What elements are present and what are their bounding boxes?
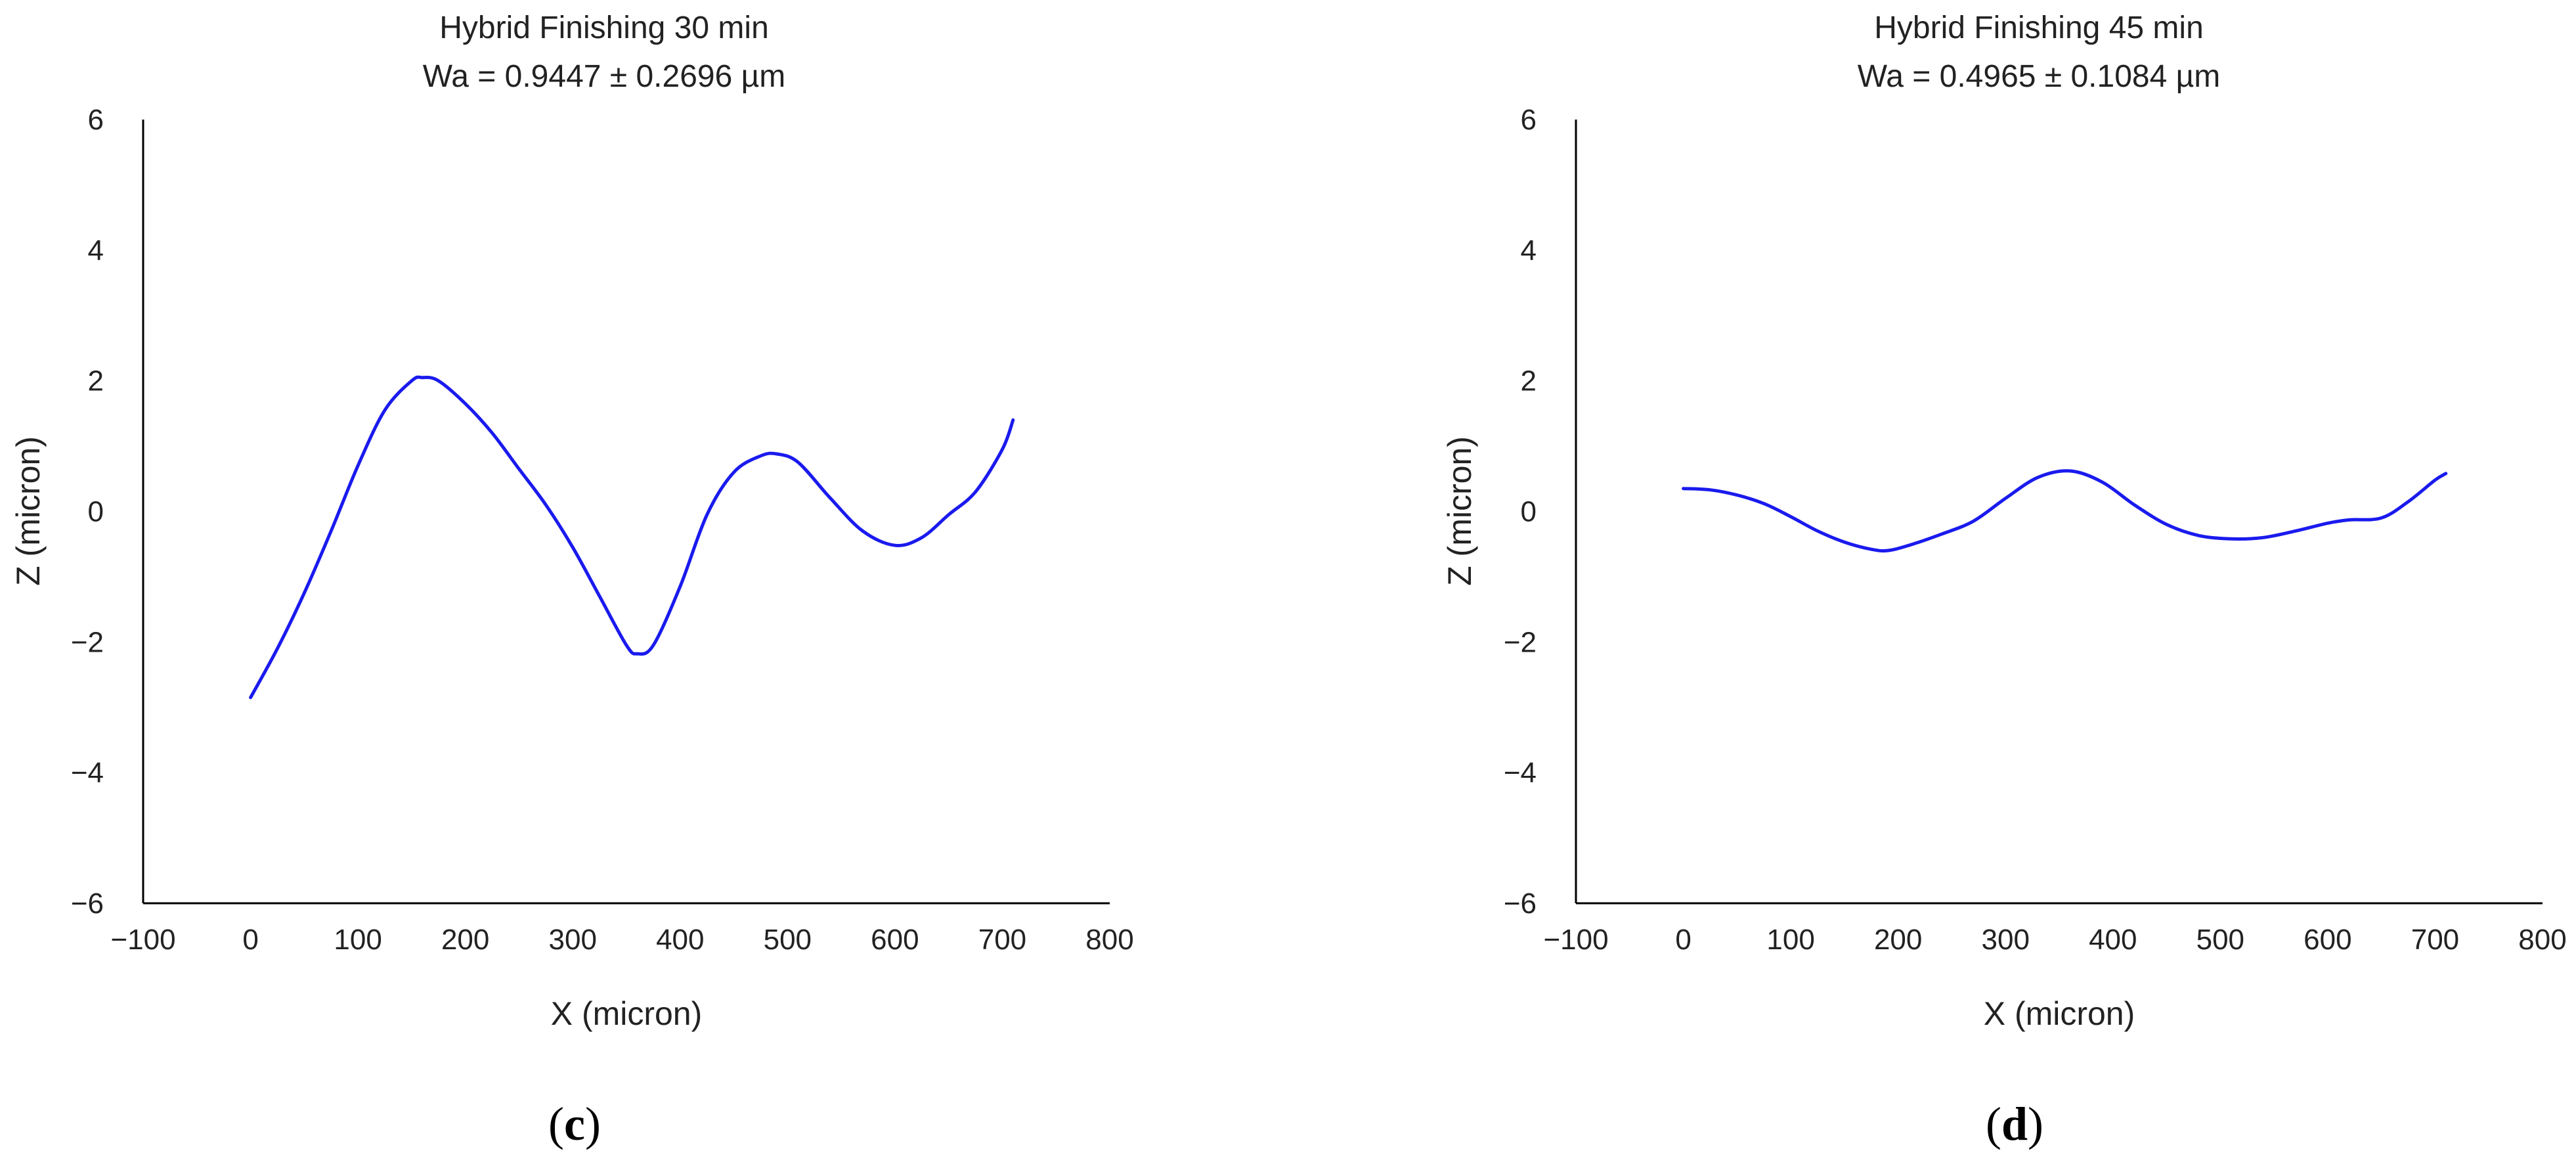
series-line-profile: [249, 375, 1015, 700]
y-tick-label: −6: [1504, 887, 1537, 920]
y-tick-label: 0: [1521, 496, 1537, 528]
chart-hybrid-finishing-45-min: Hybrid Finishing 45 min Wa = 0.4965 ± 0.…: [1441, 11, 2567, 1150]
panel-label: (d): [1986, 1098, 2043, 1150]
x-tick-label: 600: [871, 924, 919, 956]
x-tick-label: 800: [2518, 924, 2566, 956]
x-axis-label: X (micron): [1984, 995, 2135, 1032]
x-tick-label: 500: [764, 924, 812, 956]
x-tick-label: 0: [1675, 924, 1691, 956]
x-tick-label: 400: [2089, 924, 2137, 956]
y-tick-label: 4: [88, 235, 104, 267]
y-tick-label: −4: [71, 757, 104, 789]
y-tick-label: 0: [88, 496, 104, 528]
x-tick-label: 100: [334, 924, 382, 956]
x-tick-label: 600: [2303, 924, 2351, 956]
panel-label-open: (: [1986, 1098, 2001, 1150]
panel-label-close: ): [585, 1098, 601, 1150]
panel-label-letter: d: [2001, 1098, 2028, 1150]
series-line-profile: [1682, 469, 2448, 553]
panel-label: (c): [548, 1098, 601, 1150]
y-tick-label: −2: [1504, 626, 1537, 658]
x-tick-label: 200: [441, 924, 489, 956]
x-tick-label: 800: [1085, 924, 1133, 956]
chart-subtitle: Wa = 0.9447 ± 0.2696 µm: [423, 59, 786, 94]
x-tick-label: 200: [1874, 924, 1922, 956]
x-tick-label: 500: [2196, 924, 2244, 956]
panel-label-close: ): [2028, 1098, 2043, 1150]
y-tick-label: 2: [1521, 365, 1537, 397]
x-tick-label: 700: [2411, 924, 2459, 956]
chart-subtitle: Wa = 0.4965 ± 0.1084 µm: [1858, 59, 2221, 94]
y-tick-label: −2: [71, 626, 104, 658]
panel-label-open: (: [548, 1098, 564, 1150]
y-tick-label: 6: [88, 104, 104, 136]
x-tick-label: 700: [978, 924, 1026, 956]
chart-title: Hybrid Finishing 45 min: [1874, 11, 2204, 45]
chart-title: Hybrid Finishing 30 min: [439, 11, 769, 45]
x-tick-label: 300: [1982, 924, 2030, 956]
y-tick-label: 4: [1521, 235, 1537, 267]
y-tick-label: 6: [1521, 104, 1537, 136]
y-axis-label: Z (micron): [1441, 436, 1478, 586]
y-tick-label: −6: [71, 887, 104, 920]
y-axis-label: Z (micron): [10, 436, 47, 586]
x-tick-label: −100: [1543, 924, 1608, 956]
x-tick-label: 400: [656, 924, 704, 956]
chart-hybrid-finishing-30-min: Hybrid Finishing 30 min Wa = 0.9447 ± 0.…: [10, 11, 1134, 1150]
y-tick-label: 2: [88, 365, 104, 397]
x-axis-label: X (micron): [551, 995, 703, 1032]
x-tick-label: −100: [110, 924, 175, 956]
y-tick-label: −4: [1504, 757, 1537, 789]
panel-label-letter: c: [564, 1098, 585, 1150]
x-tick-label: 300: [549, 924, 597, 956]
x-tick-label: 0: [242, 924, 258, 956]
x-tick-label: 100: [1766, 924, 1814, 956]
